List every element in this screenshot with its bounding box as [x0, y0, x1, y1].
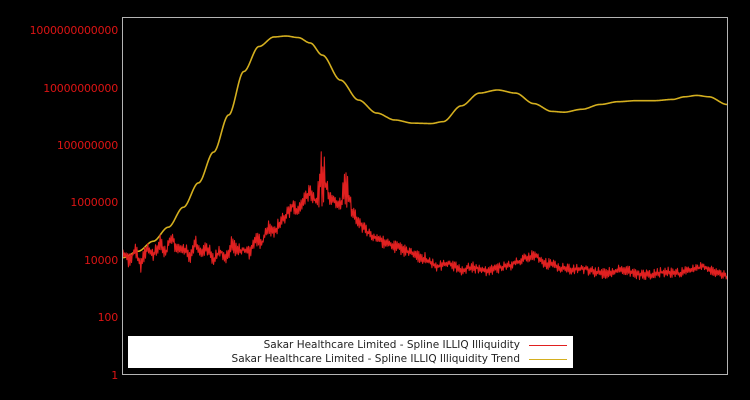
chart-legend: Sakar Healthcare Limited - Spline ILLIQ …: [128, 336, 573, 368]
trend-line: [123, 35, 727, 259]
legend-entry-trend: Sakar Healthcare Limited - Spline ILLIQ …: [128, 352, 573, 366]
legend-swatch-illiquidity-icon: [529, 344, 567, 346]
y-axis-tick-label: 10000: [84, 253, 118, 267]
plot-canvas: [123, 35, 727, 281]
plot-area: [122, 17, 728, 375]
y-axis-tick-labels: 1000000000000 10000000000 100000000 1000000…: [0, 0, 119, 400]
y-axis-tick-label: 1000000000000: [29, 24, 119, 38]
legend-label-trend: Sakar Healthcare Limited - Spline ILLIQ …: [231, 353, 520, 365]
legend-entry-illiquidity: Sakar Healthcare Limited - Spline ILLIQ …: [128, 338, 573, 352]
y-axis-tick-label: 1: [111, 368, 118, 382]
legend-label-illiquidity: Sakar Healthcare Limited - Spline ILLIQ …: [263, 339, 520, 351]
y-axis-tick-label: 1000000: [70, 196, 118, 210]
illiquidity-line: [123, 151, 727, 281]
series-illiquidity-group: [123, 151, 727, 281]
y-axis-tick-label: 10000000000: [43, 81, 118, 95]
series-trend-group: [123, 35, 727, 259]
y-axis-tick-label: 100000000: [56, 138, 118, 152]
legend-swatch-trend-icon: [529, 358, 567, 360]
y-axis-tick-label: 100: [97, 311, 119, 325]
